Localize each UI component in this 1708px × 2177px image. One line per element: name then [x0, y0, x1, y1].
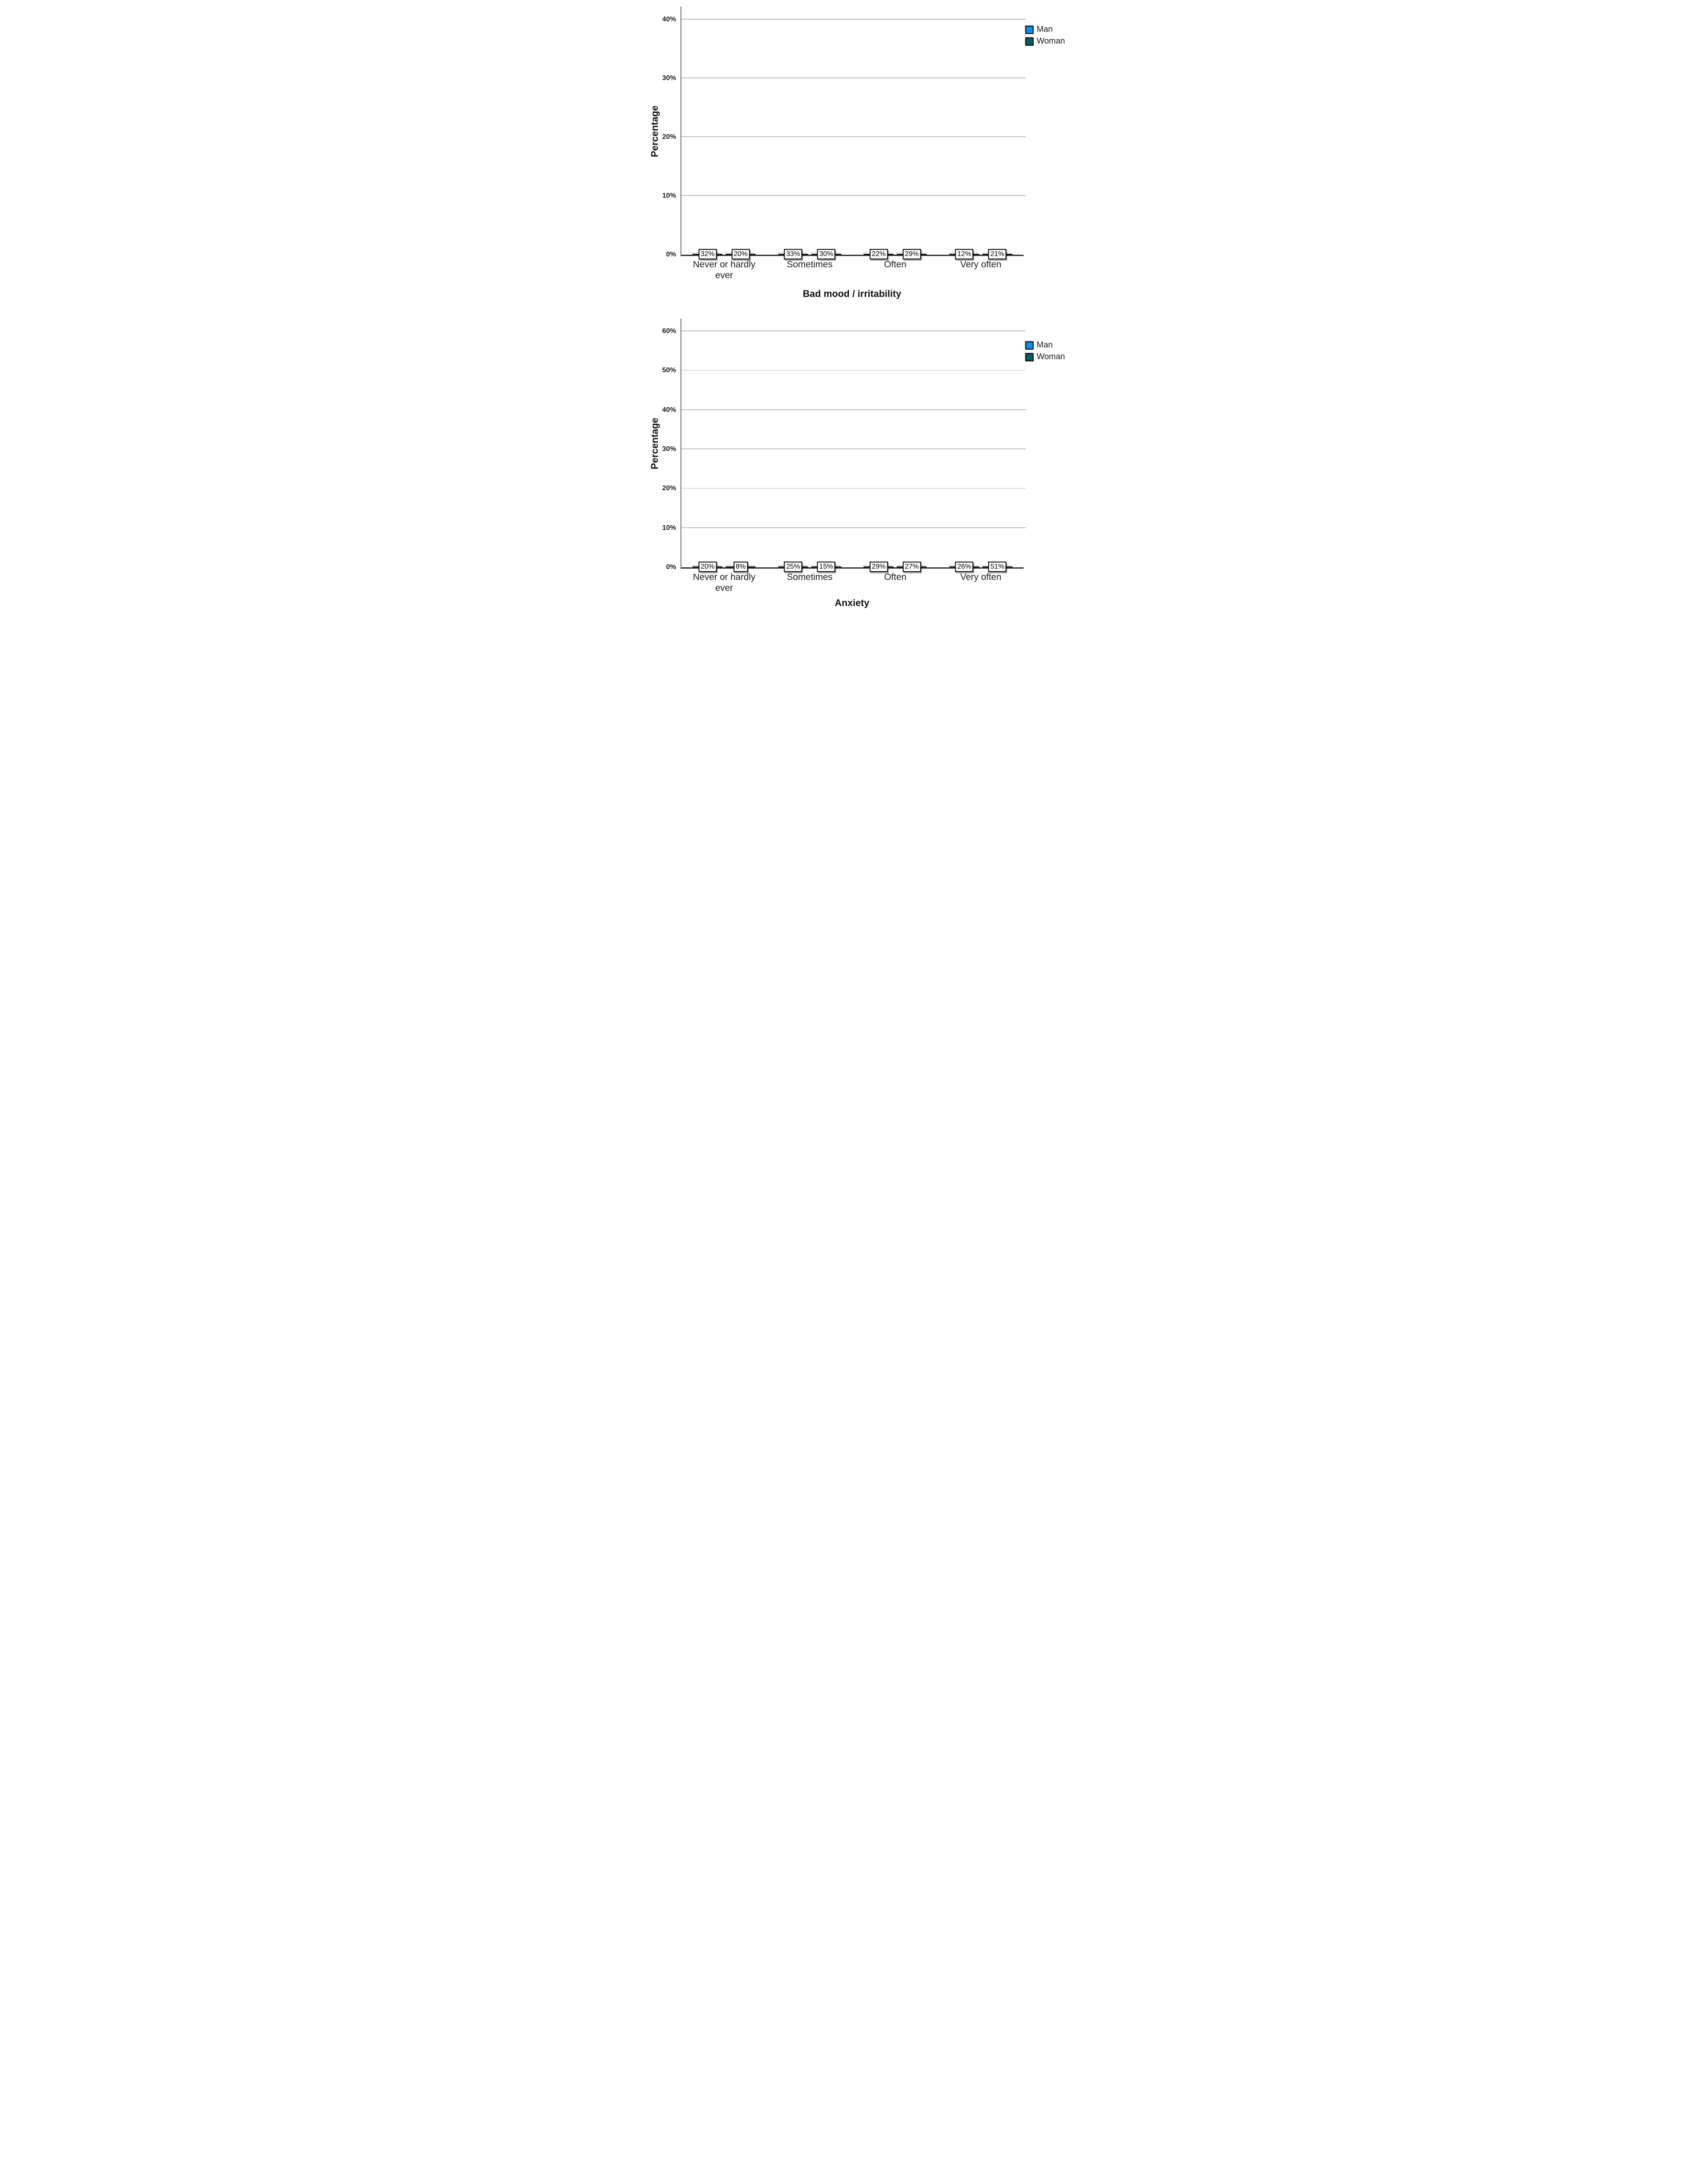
bar-value-label: 27% — [903, 561, 921, 573]
legend-label: Woman — [1037, 37, 1065, 46]
legend-item: Man — [1025, 25, 1065, 34]
bar-man: 20% — [692, 561, 723, 573]
y-tick-label: 30% — [662, 74, 676, 82]
x-tick-label: Sometimes — [787, 572, 833, 582]
bar-value-label: 33% — [784, 249, 802, 260]
legend-swatch — [1025, 25, 1034, 34]
legend-swatch — [1025, 353, 1034, 361]
legend-label: Woman — [1037, 352, 1065, 361]
bar-group: 20% 8% — [692, 561, 756, 573]
legend-item: Woman — [1025, 352, 1065, 362]
gridline — [681, 19, 1026, 20]
x-tick-label: Never or hardly ever — [693, 259, 756, 281]
x-axis-title: Bad mood / irritability — [802, 288, 902, 299]
y-tick-label: 30% — [662, 445, 676, 453]
legend-swatch — [1025, 37, 1034, 46]
y-tick-label: 20% — [662, 485, 676, 492]
gridline — [681, 370, 1026, 371]
bar-value-label: 30% — [817, 249, 835, 260]
bar-woman: 8% — [725, 561, 756, 573]
y-axis-title: Percentage — [649, 418, 660, 470]
bar-woman: 29% — [896, 249, 927, 260]
bar-value-label: 15% — [817, 561, 835, 573]
y-tick-label: 40% — [662, 15, 676, 23]
x-tick-label: Sometimes — [787, 259, 833, 270]
bar-value-label: 21% — [988, 249, 1007, 260]
bar-value-label: 22% — [869, 249, 888, 260]
bar-value-label: 51% — [988, 561, 1007, 573]
legend-item: Woman — [1025, 37, 1065, 46]
bar-man: 33% — [778, 249, 809, 260]
bar-group: 26% 51% — [949, 561, 1013, 573]
x-axis-title: Anxiety — [835, 597, 869, 608]
bar-value-label: 26% — [955, 561, 974, 573]
gridline — [681, 330, 1026, 331]
gridline — [681, 527, 1026, 528]
bar-man: 26% — [949, 561, 980, 573]
legend: Man Woman — [1025, 25, 1065, 46]
gridline — [681, 195, 1026, 196]
bar-group: 22% 29% — [863, 249, 927, 260]
legend: Man Woman — [1025, 340, 1065, 362]
bar-group: 25% 15% — [778, 561, 842, 573]
y-axis-title: Percentage — [649, 105, 660, 157]
y-tick-label: 0% — [666, 563, 676, 571]
bar-woman: 15% — [811, 561, 842, 573]
legend-label: Man — [1037, 340, 1053, 350]
legend-item: Man — [1025, 340, 1065, 350]
legend-swatch — [1025, 341, 1034, 350]
x-tick-label: Never or hardly ever — [693, 572, 756, 593]
y-tick-label: 40% — [662, 406, 676, 414]
bar-woman: 51% — [982, 561, 1013, 573]
y-tick-label: 10% — [662, 192, 676, 199]
spss-bar-charts-page: Percentage 0% 10% 20% 30% 40% 32% 20% Never or … — [640, 0, 1068, 618]
x-tick-label: Often — [884, 572, 906, 582]
y-tick-label: 10% — [662, 524, 676, 532]
bar-value-label: 12% — [955, 249, 974, 260]
bar-group: 33% 30% — [778, 249, 842, 260]
x-tick-label: Very often — [960, 572, 1002, 582]
bar-value-label: 20% — [698, 561, 717, 573]
bar-woman: 21% — [982, 249, 1013, 260]
bar-man: 22% — [863, 249, 894, 260]
bar-value-label: 29% — [903, 249, 921, 260]
bar-group: 32% 20% — [692, 249, 756, 260]
plot-area: 0% 10% 20% 30% 40% 50% 60% 20% 8% Never or hardly… — [662, 319, 1026, 593]
y-tick-label: 60% — [662, 327, 676, 335]
bar-value-label: 8% — [733, 561, 748, 573]
gridline — [681, 448, 1026, 449]
bar-woman: 27% — [896, 561, 927, 573]
bar-man: 32% — [692, 249, 723, 260]
bar-man: 25% — [778, 561, 809, 573]
y-tick-label: 20% — [662, 133, 676, 141]
bar-value-label: 29% — [869, 561, 888, 573]
bar-value-label: 32% — [698, 249, 717, 260]
bar-woman: 30% — [811, 249, 842, 260]
bar-woman: 20% — [725, 249, 756, 260]
x-tick-label: Very often — [960, 259, 1002, 270]
y-tick-label: 50% — [662, 367, 676, 374]
bar-group: 29% 27% — [863, 561, 927, 573]
gridline — [681, 136, 1026, 137]
plot-area: 0% 10% 20% 30% 40% 32% 20% Never or hardly ever… — [662, 7, 1026, 280]
gridline — [681, 488, 1026, 489]
bar-value-label: 25% — [784, 561, 802, 573]
bar-value-label: 20% — [731, 249, 750, 260]
x-tick-label: Often — [884, 259, 906, 270]
y-tick-label: 0% — [666, 251, 676, 258]
bar-group: 12% 21% — [949, 249, 1013, 260]
legend-label: Man — [1037, 25, 1053, 34]
bar-man: 29% — [863, 561, 894, 573]
bar-man: 12% — [949, 249, 980, 260]
gridline — [681, 409, 1026, 410]
